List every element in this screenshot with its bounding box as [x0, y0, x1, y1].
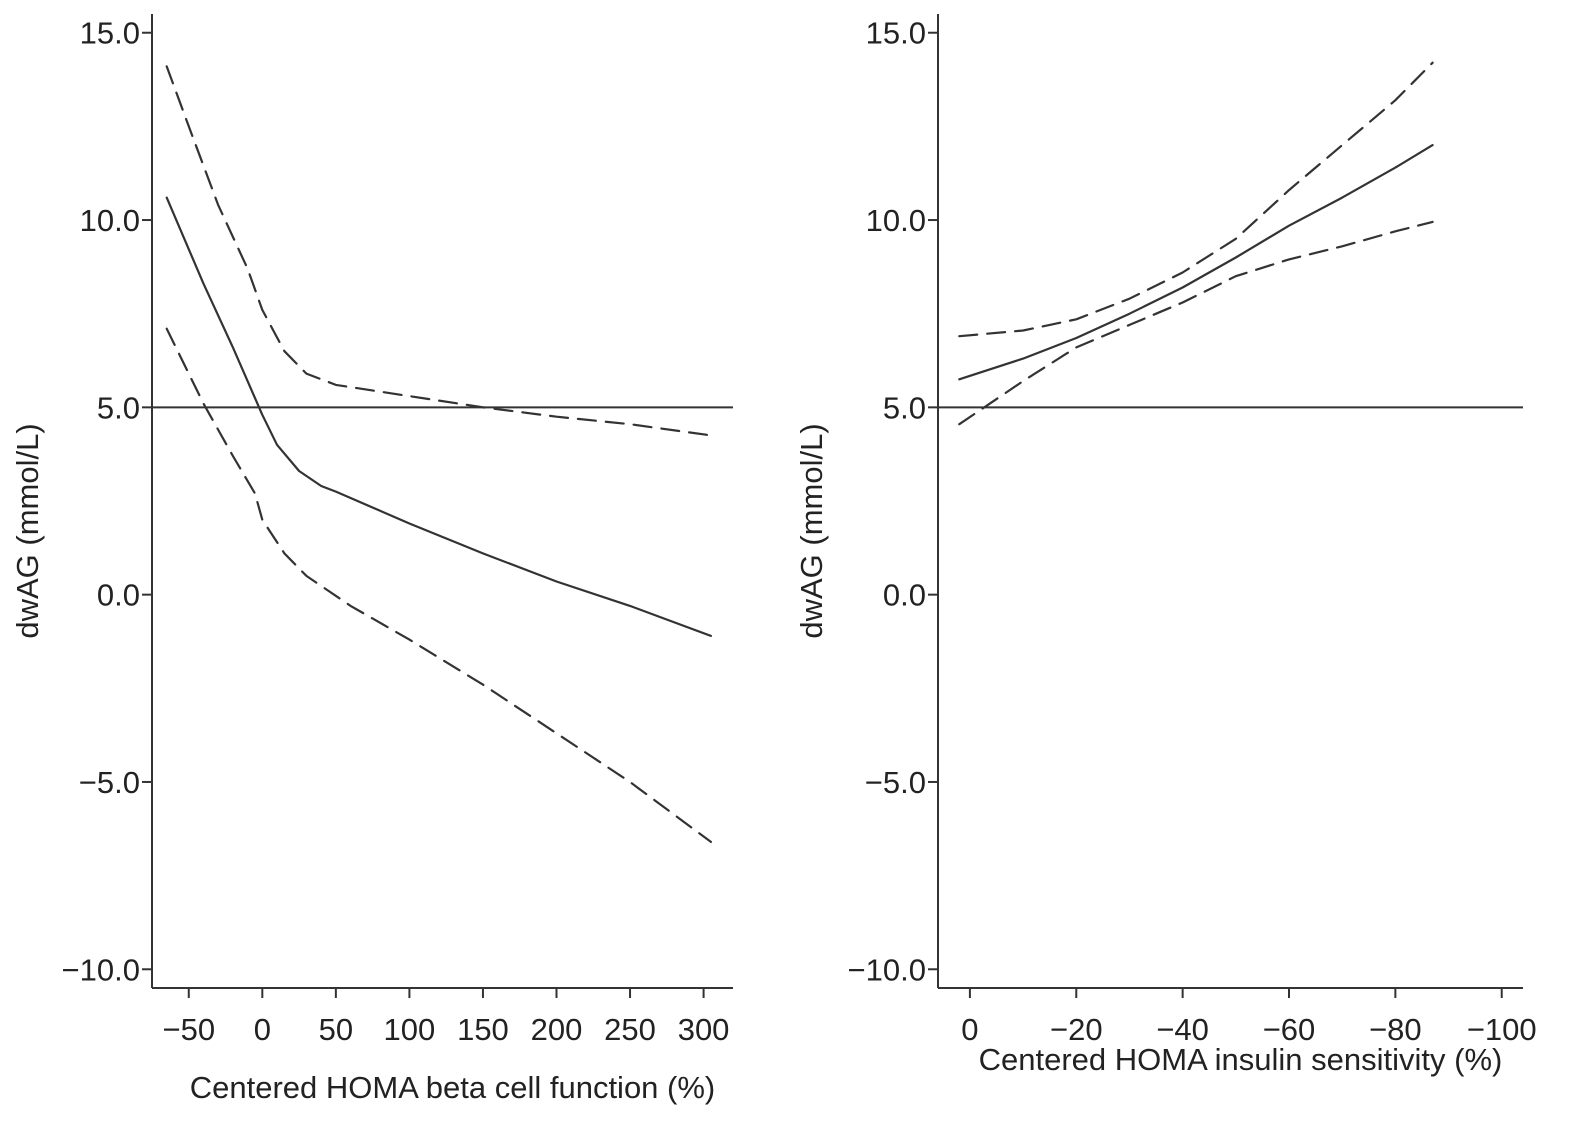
y-tick-label: 0.0: [883, 578, 926, 613]
y-tick-label: −10.0: [848, 952, 926, 987]
y-tick-label: 5.0: [97, 390, 140, 425]
x-tick-label: −40: [1156, 1012, 1209, 1047]
y-axis-title: dwAG (mmol/L): [10, 423, 45, 638]
y-tick-label: 15.0: [866, 16, 926, 51]
x-tick-label: −100: [1467, 1012, 1537, 1047]
x-tick-label: −80: [1369, 1012, 1422, 1047]
x-tick-label: −20: [1050, 1012, 1103, 1047]
y-tick-label: 10.0: [866, 203, 926, 238]
x-tick-label: 0: [254, 1012, 271, 1047]
confidence-bound-line: [958, 220, 1434, 426]
x-tick-label: 50: [319, 1012, 353, 1047]
y-tick-label: 10.0: [80, 203, 140, 238]
confidence-bound-line: [165, 327, 713, 844]
x-tick-label: 0: [961, 1012, 978, 1047]
y-axis-title: dwAG (mmol/L): [794, 423, 829, 638]
y-tick-label: −10.0: [62, 952, 140, 987]
y-tick-label: −5.0: [79, 765, 140, 800]
x-tick-label: 100: [384, 1012, 436, 1047]
y-tick-label: 15.0: [80, 16, 140, 51]
y-tick-label: 0.0: [97, 578, 140, 613]
y-tick-label: −5.0: [865, 765, 926, 800]
x-tick-label: 200: [531, 1012, 583, 1047]
x-tick-label: −60: [1263, 1012, 1316, 1047]
panel-left-beta-cell: 15.0 10.0 5.0 0.0 −5.0 −10.0 −50 0 50 100 150 200 25…: [10, 14, 733, 1105]
x-tick-label: −50: [162, 1012, 215, 1047]
x-axis-title: Centered HOMA insulin sensitivity (%): [979, 1042, 1503, 1077]
x-axis-title: Centered HOMA beta cell function (%): [190, 1070, 716, 1105]
estimate-line: [958, 144, 1434, 381]
estimate-line: [165, 196, 713, 638]
x-tick-label: 250: [604, 1012, 656, 1047]
x-tick-label: 300: [678, 1012, 730, 1047]
confidence-bound-line: [165, 65, 713, 437]
y-tick-label: 5.0: [883, 390, 926, 425]
panel-right-insulin-sensitivity: 15.0 10.0 5.0 0.0 −5.0 −10.0 0 −20 −40 −60 −80 −100…: [794, 14, 1537, 1077]
x-tick-label: 150: [457, 1012, 509, 1047]
confidence-bound-line: [958, 61, 1434, 338]
